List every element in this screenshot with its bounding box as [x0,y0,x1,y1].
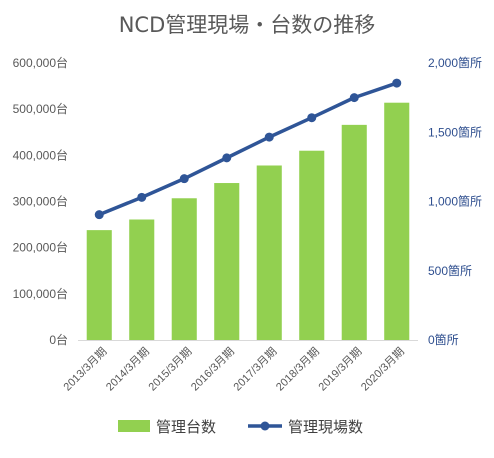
left-axis: 0台 100,000台 200,000台 300,000台 400,000台 500,00… [13,55,68,347]
line-point [179,174,189,184]
line-point [264,132,274,142]
line-point [349,93,359,103]
right-axis: 0箇所 500箇所 1,000箇所 1,500箇所 2,000箇所 [428,56,482,347]
legend-swatch-kanri-daisu [118,420,150,432]
x-axis: 2013/3月期2014/3月期2015/3月期2016/3月期2017/3月期… [61,345,407,394]
bar [299,150,325,340]
bar [214,183,240,340]
right-axis-tick-label: 500箇所 [428,264,472,278]
left-axis-tick-label: 200,000台 [13,240,68,255]
bar-series-kanri-daisu [86,102,410,340]
left-axis-tick-label: 600,000台 [13,55,68,70]
bar [86,230,112,340]
x-axis-tick-label: 2013/3月期 [61,345,110,394]
x-axis-tick-label: 2015/3月期 [146,345,195,394]
bar [341,124,367,340]
line-point [94,210,104,220]
right-axis-tick-label: 1,500箇所 [428,125,482,139]
left-axis-tick-label: 0台 [49,332,68,347]
left-axis-tick-label: 100,000台 [13,286,68,301]
x-axis-tick-label: 2017/3月期 [231,345,280,394]
line-point [222,153,232,163]
left-axis-tick-label: 400,000台 [13,147,68,162]
legend-swatch-kanri-genbasu-marker [260,421,270,431]
legend-label-kanri-genbasu: 管理現場数 [288,418,363,436]
left-axis-tick-label: 300,000台 [13,194,68,209]
line-point [392,78,402,88]
right-axis-tick-label: 0箇所 [428,333,459,347]
bar [384,102,410,340]
bar [256,165,282,340]
bar [129,219,155,340]
legend-label-kanri-daisu: 管理台数 [156,418,216,436]
line-point [137,192,147,202]
x-axis-tick-label: 2018/3月期 [273,345,322,394]
left-axis-tick-label: 500,000台 [13,101,68,116]
series-line [98,81,398,217]
x-axis-tick-label: 2016/3月期 [188,345,237,394]
line-point [307,113,317,123]
x-axis-tick-label: 2020/3月期 [358,345,407,394]
chart-title: NCD管理現場・台数の推移 [119,13,376,37]
legend: 管理台数 管理現場数 [118,418,363,436]
x-axis-tick-label: 2014/3月期 [103,345,152,394]
line-series-kanri-genbasu [94,78,402,220]
x-axis-tick-label: 2019/3月期 [316,345,365,394]
right-axis-tick-label: 1,000箇所 [428,195,482,209]
right-axis-tick-label: 2,000箇所 [428,56,482,70]
bar [171,198,197,340]
